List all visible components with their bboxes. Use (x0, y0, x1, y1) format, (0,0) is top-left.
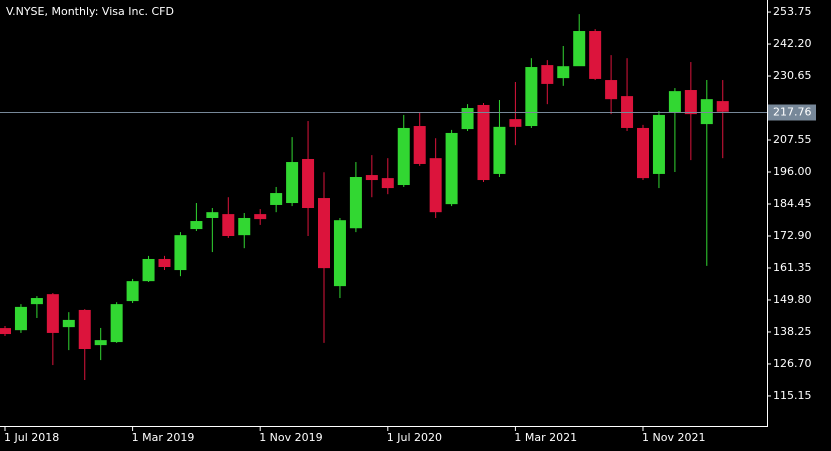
candle-body (637, 127, 649, 179)
candle-body (477, 104, 490, 181)
candle-body (493, 126, 506, 174)
y-tick-label: 196.00 (773, 165, 812, 178)
candle-body (238, 217, 251, 236)
x-tick-label: 1 Mar 2019 (132, 431, 195, 444)
candle-body (652, 114, 665, 174)
candle-body (206, 212, 219, 218)
y-tick-label: 172.90 (773, 229, 812, 242)
candle-body (62, 319, 75, 328)
y-tick-label: 242.20 (773, 37, 812, 50)
candle-body (0, 328, 11, 335)
y-tick-label: 184.45 (773, 197, 812, 210)
candle-body (365, 175, 378, 181)
candle-body (302, 158, 315, 209)
candle-body (668, 91, 681, 114)
candle-body (78, 309, 91, 349)
candle-body (158, 258, 171, 268)
candle-body (700, 99, 713, 125)
candle-body (397, 127, 410, 186)
y-tick-label: 149.80 (773, 293, 812, 306)
candle-body (573, 31, 586, 67)
candle-body (461, 108, 474, 130)
candle-body (270, 193, 283, 205)
candle-body (14, 306, 27, 331)
candle-body (318, 198, 330, 269)
candle-body (126, 281, 139, 302)
candle-body (413, 126, 426, 164)
candle-body (525, 67, 538, 127)
x-tick-label: 1 Mar 2021 (514, 431, 577, 444)
candle-body (222, 214, 235, 236)
candle-body (46, 294, 59, 333)
y-tick-label: 253.75 (773, 5, 812, 18)
last-price-label: 217.76 (773, 106, 812, 119)
candle-body (190, 221, 203, 230)
candle-body (349, 176, 362, 229)
candle-body (557, 66, 570, 79)
candle-body (589, 31, 602, 79)
x-tick-label: 1 Nov 2021 (642, 431, 705, 444)
candle-body (605, 80, 618, 100)
candle-body (509, 119, 522, 127)
candle-body (381, 178, 394, 189)
x-tick-label: 1 Jul 2020 (387, 431, 442, 444)
candle-body (429, 158, 442, 213)
y-tick-label: 207.55 (773, 133, 812, 146)
last-price-box (768, 104, 816, 121)
candle-body (333, 220, 346, 287)
y-tick-label: 126.70 (773, 357, 812, 370)
candle-body (286, 162, 299, 204)
candle-body (684, 90, 697, 115)
y-tick-label: 230.65 (773, 69, 812, 82)
candle-body (110, 304, 123, 343)
candle-body (254, 214, 267, 220)
y-tick-label: 161.35 (773, 261, 812, 274)
candle-body (30, 298, 43, 305)
chart-title: V.NYSE, Monthly: Visa Inc. CFD (6, 5, 174, 18)
candle-body (174, 235, 187, 271)
candle-body (142, 258, 155, 282)
candle-body (94, 340, 107, 346)
candle-body (541, 65, 554, 84)
y-tick-label: 138.25 (773, 325, 812, 338)
candle-body (716, 101, 729, 112)
candle-body (445, 132, 458, 205)
x-tick-label: 1 Jul 2018 (4, 431, 59, 444)
x-tick-label: 1 Nov 2019 (259, 431, 322, 444)
y-tick-label: 115.15 (773, 389, 812, 402)
